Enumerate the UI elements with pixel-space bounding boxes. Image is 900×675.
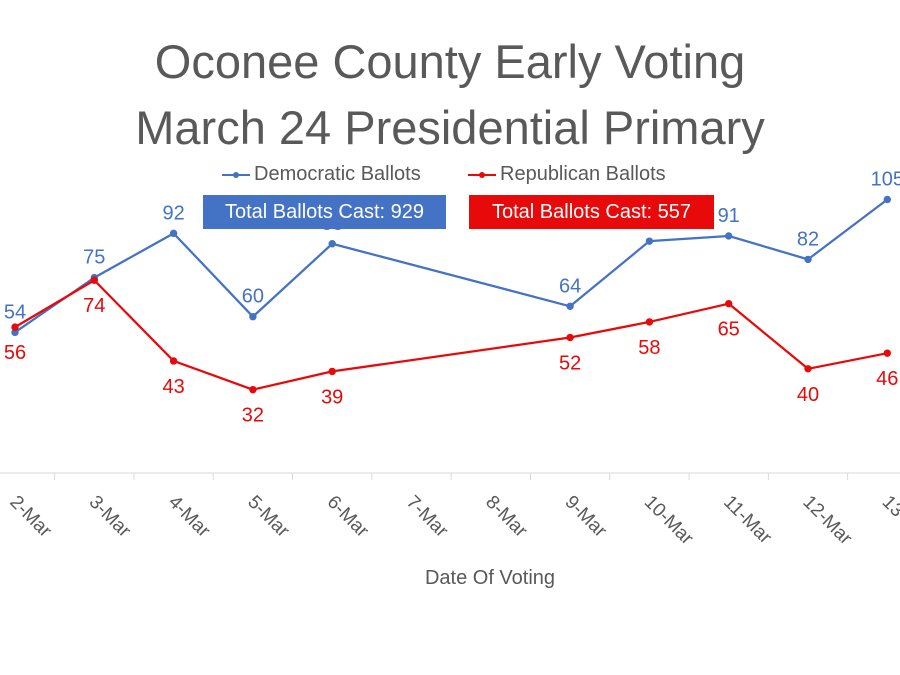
x-tick-label: 7-Mar	[402, 492, 452, 542]
republican-point	[804, 365, 812, 373]
x-tick-label: 10-Mar	[640, 492, 698, 550]
democratic-data-label: 92	[162, 202, 184, 224]
legend-item-republican: Republican Ballots	[468, 163, 666, 186]
chart-title-line-2: March 24 Presidential Primary	[135, 101, 765, 154]
republican-total-badge: Total Ballots Cast: 557	[469, 195, 714, 229]
x-tick-label: 4-Mar	[164, 492, 214, 542]
x-tick-label: 6-Mar	[323, 492, 373, 542]
x-tick-label: 3-Mar	[85, 492, 135, 542]
republican-point	[11, 323, 19, 331]
chart-title-line-1: Oconee County Early Voting	[154, 35, 746, 88]
republican-data-label: 58	[638, 337, 660, 359]
democratic-data-label: 82	[797, 228, 819, 250]
republican-point	[90, 276, 99, 284]
x-axis-title: Date Of Voting	[424, 567, 556, 589]
republican-data-label: 46	[876, 368, 898, 390]
republican-data-label: 40	[797, 384, 819, 406]
x-tick-label: 8-Mar	[481, 492, 531, 542]
republican-data-label: 52	[559, 353, 581, 375]
democratic-data-label: 105	[871, 168, 900, 190]
republican-point	[645, 318, 654, 326]
democratic-data-label: 54	[4, 301, 26, 323]
republican-data-label: 39	[321, 386, 343, 408]
democratic-series-line	[14, 198, 888, 334]
republican-series-line	[14, 279, 888, 391]
democratic-point	[566, 302, 574, 310]
republican-point	[169, 357, 178, 365]
democratic-point	[725, 232, 733, 240]
democratic-data-label: 60	[242, 286, 264, 308]
x-tick-label: 5-Mar	[243, 492, 293, 542]
legend-label-democratic: Democratic Ballots	[254, 163, 421, 185]
democratic-point	[249, 313, 257, 321]
democratic-data-label: 64	[559, 275, 581, 297]
democratic-point	[804, 255, 812, 264]
democratic-point	[645, 237, 654, 245]
x-tick-label: 12-Mar	[798, 492, 856, 550]
legend-item-democratic: Democratic Ballots	[222, 163, 421, 186]
x-tick-label: 2-Mar	[5, 492, 55, 542]
republican-point	[249, 385, 257, 394]
democratic-total-badge: Total Ballots Cast: 929	[203, 195, 446, 229]
republican-data-label: 56	[4, 342, 26, 364]
x-tick-label: 13-Mar	[878, 492, 900, 550]
republican-point	[725, 299, 733, 308]
republican-point	[883, 349, 891, 357]
democratic-data-label: 75	[83, 247, 105, 269]
democratic-point	[883, 195, 891, 204]
x-tick-label: 11-Mar	[719, 492, 776, 549]
republican-data-label: 43	[162, 376, 184, 398]
legend-line-marker-icon	[222, 170, 250, 180]
legend-label-republican: Republican Ballots	[500, 163, 666, 185]
republican-data-label: 32	[242, 405, 264, 427]
democratic-data-label: 91	[718, 205, 740, 227]
democratic-point	[328, 240, 336, 248]
democratic-point	[169, 229, 178, 238]
legend-line-marker-icon	[468, 170, 496, 180]
republican-data-label: 74	[83, 295, 105, 317]
republican-point	[328, 367, 336, 376]
x-tick-label: 9-Mar	[561, 492, 611, 542]
republican-data-label: 65	[718, 319, 740, 341]
republican-point	[566, 333, 574, 342]
